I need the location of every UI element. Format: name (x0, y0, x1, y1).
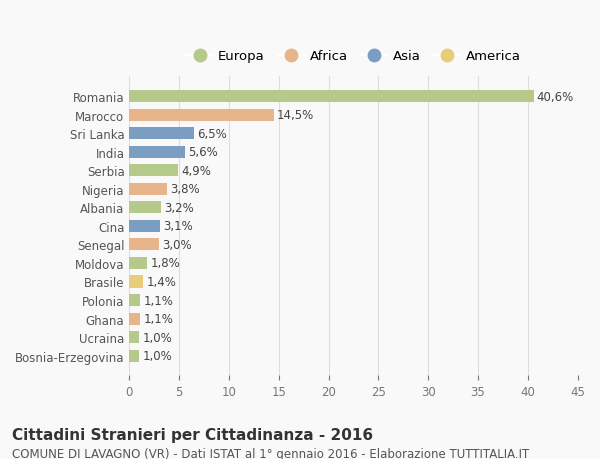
Bar (130, 313, 140, 325)
Text: 6,5%: 6,5% (197, 127, 227, 140)
Text: 3,1%: 3,1% (163, 220, 193, 233)
Text: 1,0%: 1,0% (142, 331, 172, 344)
Bar (130, 239, 159, 251)
Text: 1,1%: 1,1% (143, 294, 173, 307)
Text: 3,2%: 3,2% (164, 202, 194, 214)
Text: 14,5%: 14,5% (277, 109, 314, 122)
Bar (130, 183, 167, 196)
Bar (130, 165, 178, 177)
Bar (130, 257, 147, 269)
Legend: Europa, Africa, Asia, America: Europa, Africa, Asia, America (181, 45, 526, 68)
Text: 5,6%: 5,6% (188, 146, 218, 159)
Text: 1,4%: 1,4% (146, 275, 176, 288)
Text: COMUNE DI LAVAGNO (VR) - Dati ISTAT al 1° gennaio 2016 - Elaborazione TUTTITALIA: COMUNE DI LAVAGNO (VR) - Dati ISTAT al 1… (12, 448, 529, 459)
Bar (130, 276, 143, 288)
Bar (130, 331, 139, 343)
Bar (130, 294, 140, 307)
Text: 3,8%: 3,8% (170, 183, 200, 196)
Text: 3,0%: 3,0% (162, 238, 192, 252)
Bar (130, 128, 194, 140)
Bar (130, 109, 274, 121)
Text: 4,9%: 4,9% (181, 164, 211, 177)
Bar (130, 202, 161, 214)
Text: 1,1%: 1,1% (143, 313, 173, 325)
Bar (130, 350, 139, 362)
Text: 1,8%: 1,8% (150, 257, 180, 270)
Bar (130, 220, 160, 232)
Text: 40,6%: 40,6% (537, 90, 574, 103)
Bar (130, 146, 185, 158)
Text: Cittadini Stranieri per Cittadinanza - 2016: Cittadini Stranieri per Cittadinanza - 2… (12, 427, 373, 442)
Text: 1,0%: 1,0% (142, 349, 172, 362)
Bar (130, 91, 534, 103)
